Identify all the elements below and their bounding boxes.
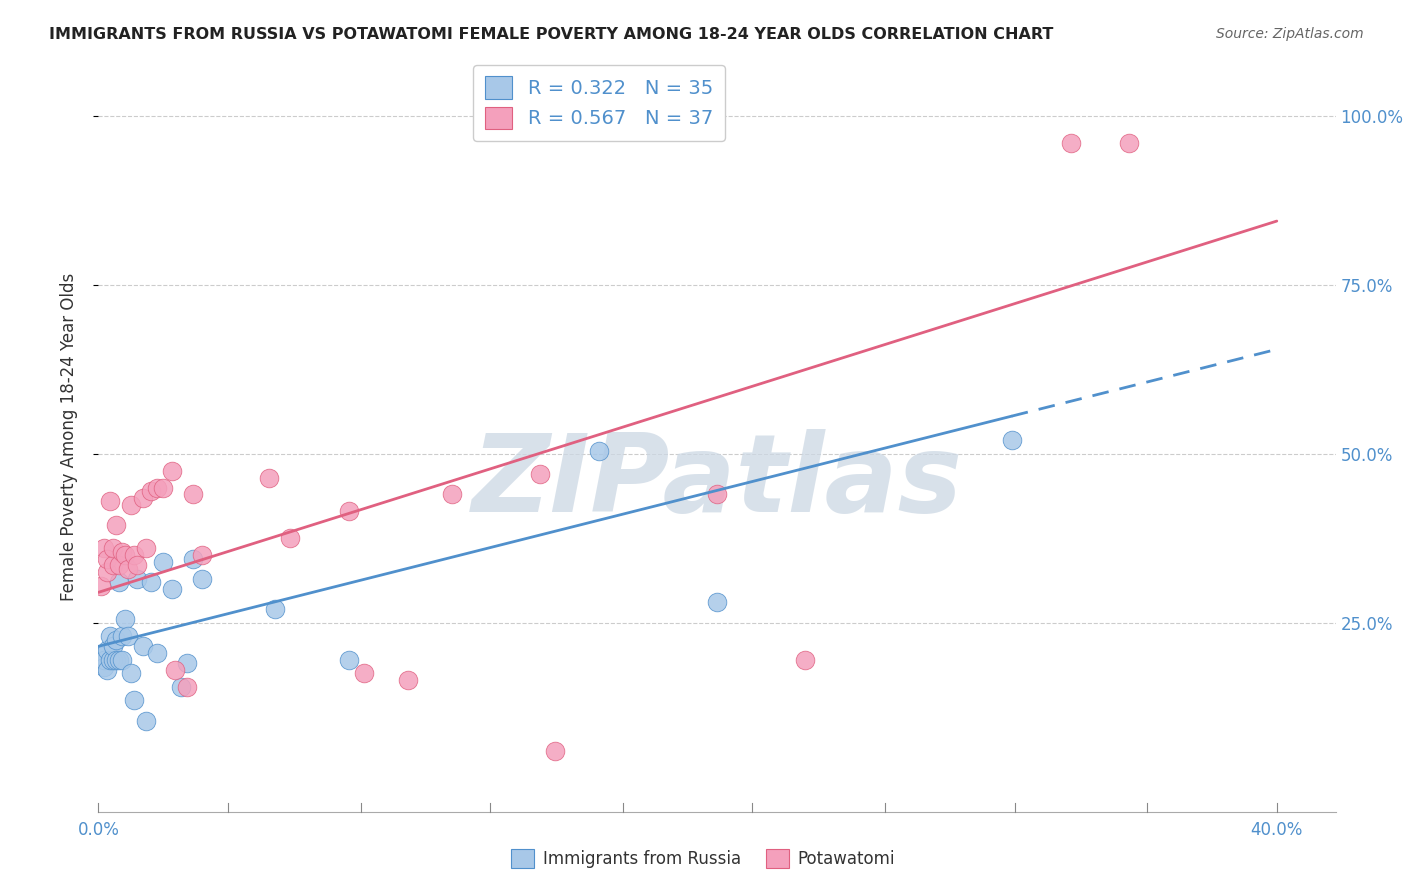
- Point: [190, 572, 212, 586]
- Point: [1118, 136, 1140, 151]
- Point: [141, 575, 163, 590]
- Point: [108, 558, 131, 573]
- Point: [190, 548, 212, 562]
- Point: [163, 663, 186, 677]
- Point: [259, 470, 281, 484]
- Point: [98, 629, 121, 643]
- Point: [114, 612, 136, 626]
- Point: [544, 744, 567, 758]
- Y-axis label: Female Poverty Among 18-24 Year Olds: Female Poverty Among 18-24 Year Olds: [59, 273, 77, 601]
- Point: [105, 653, 128, 667]
- Point: [98, 653, 121, 667]
- Point: [98, 494, 121, 508]
- Point: [396, 673, 419, 687]
- Point: [93, 659, 115, 673]
- Point: [176, 657, 198, 671]
- Point: [117, 629, 139, 643]
- Point: [120, 666, 142, 681]
- Legend: Immigrants from Russia, Potawatomi: Immigrants from Russia, Potawatomi: [505, 842, 901, 875]
- Point: [160, 464, 183, 478]
- Point: [440, 487, 463, 501]
- Point: [529, 467, 551, 482]
- Point: [125, 572, 148, 586]
- Point: [108, 653, 131, 667]
- Point: [264, 602, 287, 616]
- Point: [146, 646, 169, 660]
- Legend: R = 0.322   N = 35, R = 0.567   N = 37: R = 0.322 N = 35, R = 0.567 N = 37: [474, 64, 724, 141]
- Point: [131, 640, 153, 654]
- Point: [170, 680, 193, 694]
- Point: [101, 640, 124, 654]
- Point: [337, 504, 360, 518]
- Point: [96, 663, 118, 677]
- Point: [278, 532, 301, 546]
- Point: [90, 649, 112, 664]
- Point: [1059, 136, 1081, 151]
- Point: [176, 680, 198, 694]
- Point: [152, 481, 174, 495]
- Point: [181, 487, 204, 501]
- Point: [96, 565, 118, 579]
- Point: [337, 653, 360, 667]
- Point: [706, 487, 728, 501]
- Point: [117, 562, 139, 576]
- Point: [90, 578, 112, 592]
- Point: [141, 484, 163, 499]
- Point: [160, 582, 183, 596]
- Point: [120, 498, 142, 512]
- Point: [353, 666, 375, 681]
- Point: [114, 548, 136, 562]
- Point: [146, 481, 169, 495]
- Text: ZIPatlas: ZIPatlas: [471, 429, 963, 535]
- Point: [135, 541, 157, 556]
- Point: [152, 555, 174, 569]
- Point: [108, 575, 131, 590]
- Point: [181, 551, 204, 566]
- Point: [122, 693, 145, 707]
- Point: [101, 653, 124, 667]
- Point: [96, 551, 118, 566]
- Point: [111, 653, 134, 667]
- Point: [93, 541, 115, 556]
- Text: IMMIGRANTS FROM RUSSIA VS POTAWATOMI FEMALE POVERTY AMONG 18-24 YEAR OLDS CORREL: IMMIGRANTS FROM RUSSIA VS POTAWATOMI FEM…: [49, 27, 1053, 42]
- Point: [706, 595, 728, 609]
- Point: [131, 491, 153, 505]
- Point: [101, 541, 124, 556]
- Point: [105, 632, 128, 647]
- Point: [101, 558, 124, 573]
- Point: [125, 558, 148, 573]
- Point: [96, 642, 118, 657]
- Point: [1001, 434, 1024, 448]
- Point: [111, 545, 134, 559]
- Point: [111, 629, 134, 643]
- Point: [794, 653, 817, 667]
- Point: [122, 548, 145, 562]
- Point: [105, 517, 128, 532]
- Point: [93, 653, 115, 667]
- Point: [588, 443, 610, 458]
- Text: Source: ZipAtlas.com: Source: ZipAtlas.com: [1216, 27, 1364, 41]
- Point: [135, 714, 157, 728]
